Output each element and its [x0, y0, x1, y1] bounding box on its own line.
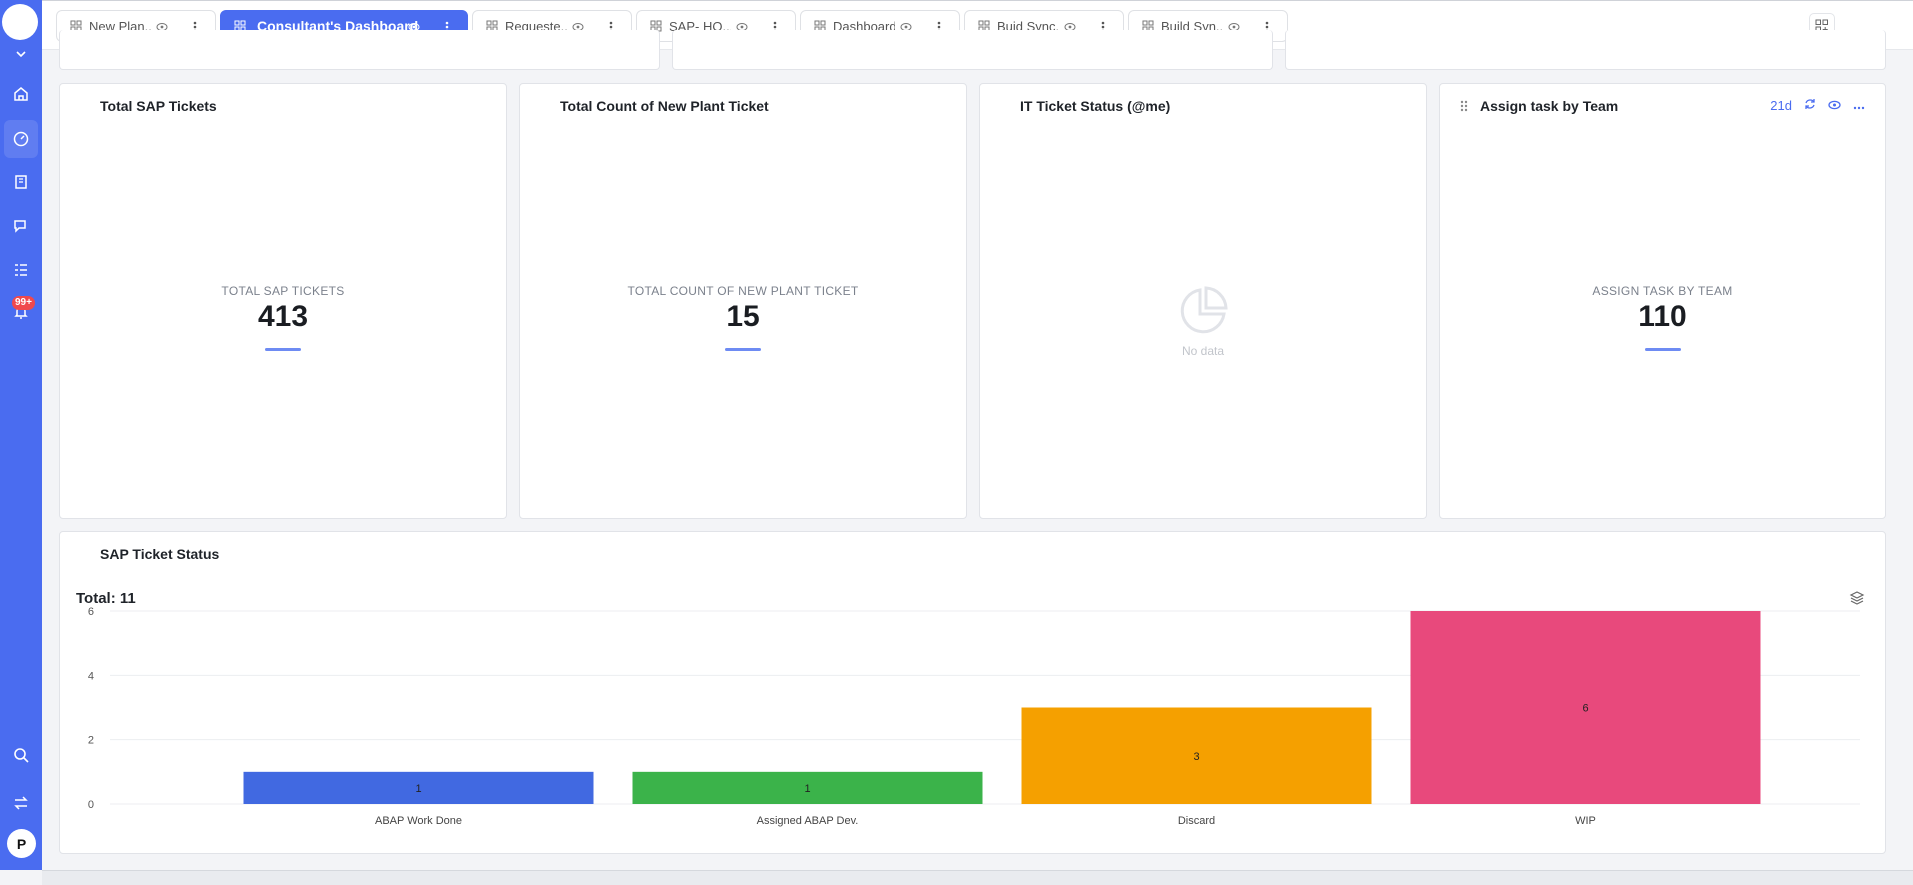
avatar[interactable]: P	[7, 829, 36, 858]
no-data-text: No data	[1181, 344, 1225, 358]
dashboard-icon[interactable]	[9, 127, 33, 151]
tab-label: SAP- HO...	[669, 18, 731, 34]
app-logo[interactable]	[2, 4, 38, 40]
pie-chart-empty-icon	[980, 284, 1426, 338]
layers-icon[interactable]	[1849, 590, 1865, 606]
bar	[243, 771, 594, 804]
kpi-value: 110	[1638, 300, 1687, 333]
grid-icon	[649, 19, 663, 33]
y-tick-label: 4	[88, 670, 94, 682]
assign-task-by-team-card: Assign task by Team 21d ASSIGN TASK BY T…	[1439, 83, 1886, 519]
refresh-icon[interactable]	[1804, 98, 1816, 113]
swap-icon[interactable]	[9, 791, 33, 815]
total-sap-tickets-card: Total SAP Tickets TOTAL SAP TICKETS 413	[59, 83, 507, 519]
bar-value-label: 6	[1582, 703, 1588, 715]
eye-icon[interactable]	[1828, 98, 1841, 113]
chat-icon[interactable]	[9, 214, 33, 238]
kpi-label: TOTAL SAP TICKETS	[221, 284, 345, 298]
kpi-label: ASSIGN TASK BY TEAM	[1592, 284, 1733, 298]
bar-value-label: 1	[415, 783, 421, 795]
kpi-value: 15	[726, 300, 760, 333]
kpi-underline	[725, 348, 761, 351]
card-title: Total SAP Tickets	[100, 98, 217, 114]
x-tick-label: ABAP Work Done	[375, 815, 462, 827]
it-ticket-status-card: IT Ticket Status (@me) No data	[979, 83, 1427, 519]
x-tick-label: Discard	[1178, 815, 1215, 827]
x-tick-label: Assigned ABAP Dev.	[757, 815, 859, 827]
bar-chart: 0 2 4 6 1 ABAP Work Done 1 Assigned ABAP Dev. 3 D…	[88, 606, 1860, 827]
y-tick-label: 0	[88, 799, 94, 811]
bar	[1021, 707, 1372, 804]
partial-card	[672, 30, 1273, 70]
card-title: IT Ticket Status (@me)	[1020, 98, 1171, 114]
more-horizontal-icon[interactable]	[1853, 98, 1865, 113]
chart-total: Total: 11	[76, 590, 136, 607]
sap-ticket-status-card: SAP Ticket Status Total: 11 0 2 4 6 1 ABAP Wo…	[59, 531, 1886, 854]
bottom-bar	[42, 870, 1913, 885]
card-title: Assign task by Team	[1480, 98, 1619, 114]
y-tick-label: 6	[88, 606, 94, 618]
tab-label: Requeste...	[505, 18, 567, 34]
drag-handle-icon[interactable]	[1460, 99, 1470, 113]
chevron-down-icon[interactable]	[9, 42, 33, 66]
partial-card	[1285, 30, 1886, 70]
y-tick-label: 2	[88, 735, 94, 747]
tab-label: New Plan...	[89, 18, 151, 34]
bar	[632, 771, 983, 804]
kpi-value: 413	[257, 300, 309, 333]
search-icon[interactable]	[9, 743, 33, 767]
bar-value-label: 1	[804, 783, 810, 795]
tab-label: Buid Sync...	[997, 18, 1059, 34]
partial-card	[59, 30, 660, 70]
tab-label: Dashboard	[833, 18, 895, 34]
card-title: SAP Ticket Status	[100, 546, 220, 562]
card-title: Total Count of New Plant Ticket	[560, 98, 769, 114]
tab-label: Build Syn...	[1161, 18, 1223, 34]
bar	[1410, 611, 1761, 804]
kpi-underline	[1644, 348, 1681, 351]
kpi-underline	[265, 348, 301, 351]
x-tick-label: WIP	[1575, 815, 1596, 827]
period-button[interactable]: 21d	[1770, 98, 1792, 113]
kpi-label: TOTAL COUNT OF NEW PLANT TICKET	[627, 284, 859, 298]
notification-badge: 99+	[12, 296, 35, 310]
bar-value-label: 3	[1193, 751, 1199, 763]
sidebar: 99+ P	[0, 0, 42, 870]
home-icon[interactable]	[9, 82, 33, 106]
new-plant-ticket-card: Total Count of New Plant Ticket TOTAL CO…	[519, 83, 967, 519]
book-icon[interactable]	[9, 170, 33, 194]
list-icon[interactable]	[9, 258, 33, 282]
